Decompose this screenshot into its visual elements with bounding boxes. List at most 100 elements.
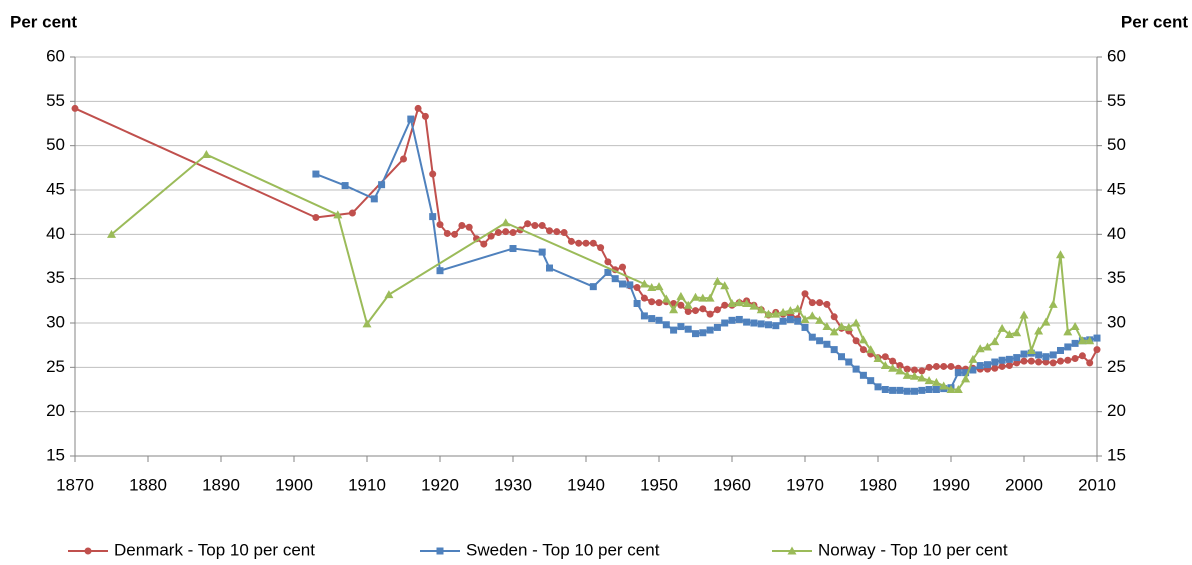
marker	[661, 294, 671, 303]
marker	[969, 366, 977, 374]
marker	[1013, 354, 1021, 362]
marker	[480, 240, 488, 248]
marker	[1086, 359, 1094, 367]
marker	[699, 329, 707, 337]
marker	[808, 299, 816, 307]
marker	[1035, 358, 1043, 366]
marker	[1004, 330, 1014, 339]
marker	[1077, 336, 1087, 345]
marker	[829, 327, 839, 336]
marker	[604, 258, 612, 266]
marker	[538, 221, 546, 229]
marker	[589, 239, 597, 247]
marker	[924, 376, 934, 385]
marker	[677, 301, 685, 309]
marker	[692, 307, 699, 315]
marker	[648, 315, 656, 323]
y-tick-label: 20	[46, 401, 65, 420]
y2-tick-label: 15	[1107, 445, 1126, 464]
marker	[918, 386, 926, 394]
x-tick-label: 2010	[1078, 475, 1116, 494]
marker	[859, 371, 867, 379]
marker	[560, 229, 568, 237]
marker	[1078, 352, 1086, 360]
marker	[1063, 327, 1073, 336]
marker	[633, 299, 641, 307]
marker	[384, 290, 394, 299]
marker	[648, 298, 656, 306]
legend-marker	[787, 546, 797, 555]
marker	[932, 386, 940, 393]
marker	[954, 369, 962, 377]
legend-label: Denmark - Top 10 per cent	[114, 540, 315, 559]
marker	[619, 280, 626, 288]
marker	[501, 218, 511, 227]
marker	[502, 228, 510, 236]
marker	[859, 346, 867, 354]
marker	[677, 323, 685, 331]
marker	[794, 317, 802, 325]
marker	[684, 307, 692, 315]
marker	[889, 357, 897, 365]
marker	[925, 363, 933, 371]
marker	[823, 300, 831, 308]
y-tick-label: 40	[46, 224, 65, 243]
marker	[553, 228, 561, 236]
marker	[1013, 359, 1021, 367]
marker	[706, 310, 714, 318]
marker	[771, 309, 781, 318]
marker	[721, 301, 729, 309]
marker	[778, 307, 788, 316]
marker	[1093, 334, 1101, 342]
marker	[451, 230, 459, 238]
marker	[838, 353, 845, 361]
marker	[837, 322, 846, 331]
marker	[815, 315, 825, 324]
marker	[983, 342, 992, 351]
marker	[830, 313, 838, 321]
marker	[866, 345, 876, 354]
marker	[676, 291, 686, 300]
marker	[816, 337, 824, 345]
marker	[727, 298, 737, 307]
marker	[874, 383, 882, 391]
marker	[524, 220, 532, 228]
marker	[1085, 336, 1095, 345]
marker	[749, 301, 759, 310]
marker	[896, 386, 904, 394]
y-tick-label: 60	[46, 46, 65, 65]
x-tick-label: 1930	[494, 475, 532, 494]
y2-tick-label: 60	[1107, 46, 1126, 65]
marker	[71, 104, 79, 112]
marker	[757, 320, 765, 328]
marker	[895, 366, 905, 375]
marker	[998, 356, 1006, 364]
marker	[458, 221, 466, 229]
legend-marker	[436, 547, 444, 555]
marker	[750, 319, 758, 327]
marker	[640, 312, 648, 320]
marker	[546, 227, 553, 235]
marker	[712, 276, 722, 285]
marker	[400, 155, 407, 163]
marker	[691, 292, 700, 301]
marker	[494, 229, 502, 237]
marker	[655, 316, 663, 324]
y-axis-label: Per cent	[10, 12, 77, 31]
marker	[940, 362, 948, 370]
marker	[1035, 351, 1043, 359]
marker	[968, 354, 978, 363]
marker	[756, 305, 766, 314]
marker	[1048, 299, 1058, 308]
y-tick-label: 55	[46, 91, 65, 110]
marker	[589, 283, 597, 291]
marker	[538, 248, 546, 256]
marker	[962, 369, 970, 377]
marker	[765, 321, 772, 329]
marker	[991, 364, 999, 372]
marker	[669, 305, 679, 314]
marker	[312, 170, 320, 178]
marker	[925, 386, 933, 393]
marker	[107, 229, 116, 238]
marker	[888, 363, 898, 372]
